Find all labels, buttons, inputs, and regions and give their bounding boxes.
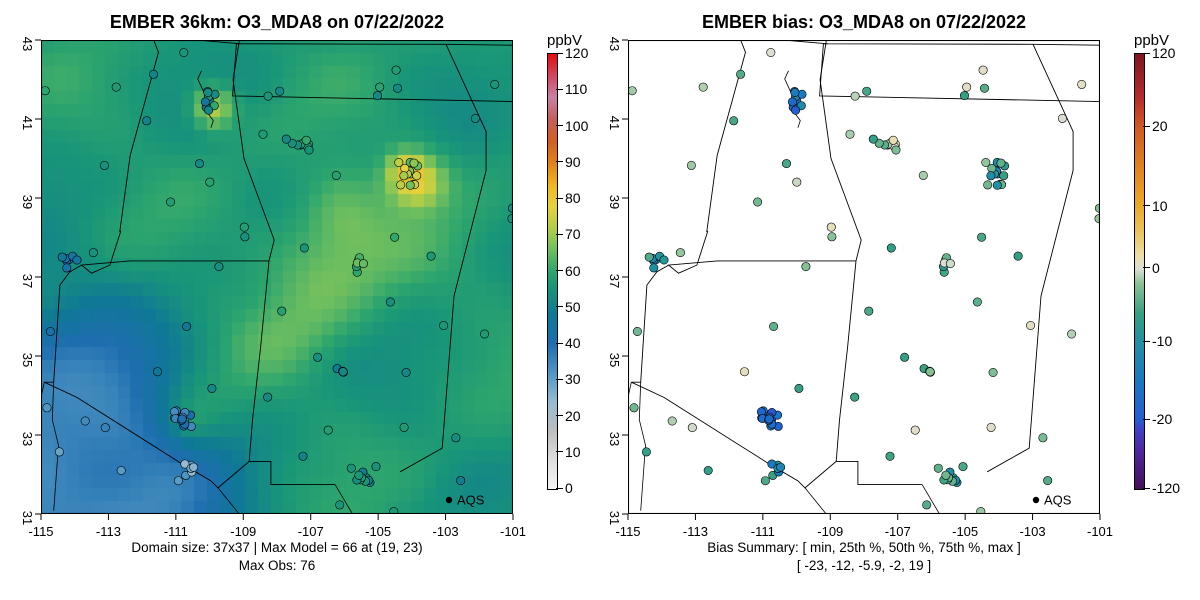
svg-text:-105: -105 xyxy=(952,524,978,539)
svg-text:-101: -101 xyxy=(1087,524,1113,539)
svg-text:AQS: AQS xyxy=(1044,493,1072,508)
svg-text:31: 31 xyxy=(20,511,35,525)
svg-text:-107: -107 xyxy=(885,524,911,539)
svg-text:31: 31 xyxy=(607,511,622,525)
svg-text:43: 43 xyxy=(20,37,35,51)
svg-text:-111: -111 xyxy=(751,524,775,539)
svg-text:33: 33 xyxy=(20,432,35,446)
svg-text:-107: -107 xyxy=(298,524,324,539)
svg-text:AQS: AQS xyxy=(457,493,485,508)
svg-text:-113: -113 xyxy=(683,524,708,539)
svg-text:-113: -113 xyxy=(96,524,121,539)
svg-text:-103: -103 xyxy=(433,524,459,539)
svg-text:-115: -115 xyxy=(615,524,640,539)
svg-text:-109: -109 xyxy=(817,524,843,539)
svg-text:41: 41 xyxy=(20,116,35,130)
svg-text:-115: -115 xyxy=(28,524,53,539)
svg-text:37: 37 xyxy=(20,274,35,288)
svg-text:-103: -103 xyxy=(1020,524,1046,539)
svg-text:-109: -109 xyxy=(230,524,256,539)
svg-text:35: 35 xyxy=(20,353,35,367)
svg-text:-111: -111 xyxy=(164,524,188,539)
svg-text:-105: -105 xyxy=(365,524,391,539)
svg-text:-101: -101 xyxy=(500,524,526,539)
svg-text:39: 39 xyxy=(20,195,35,209)
